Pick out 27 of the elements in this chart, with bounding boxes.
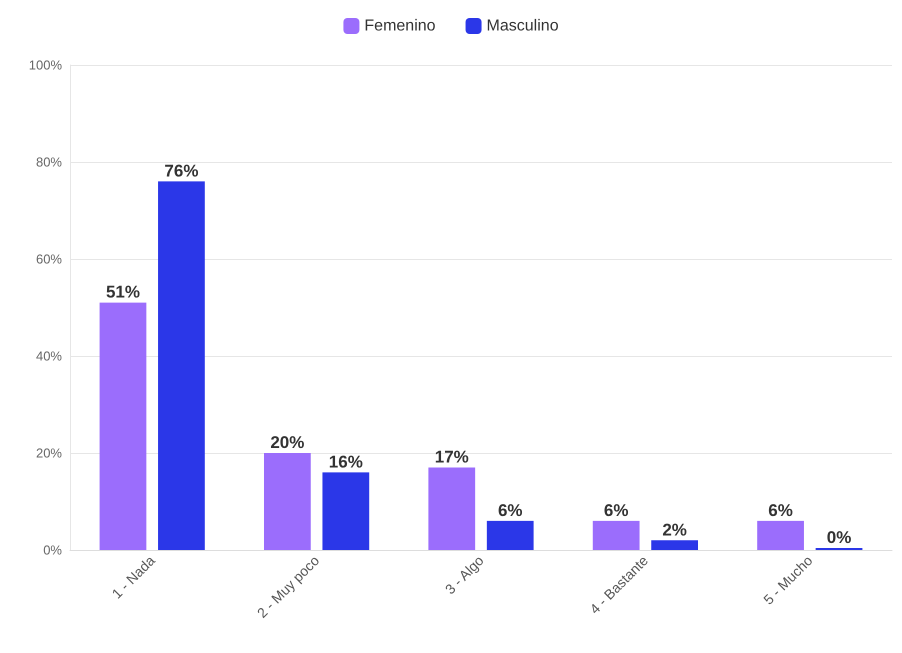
bar: [100, 302, 146, 550]
y-tick-label: 40%: [36, 348, 62, 364]
data-label: 20%: [270, 433, 304, 452]
y-tick-label: 80%: [36, 154, 62, 170]
y-tick-label: 100%: [28, 58, 62, 72]
bar: [592, 520, 640, 550]
data-label: 16%: [328, 452, 363, 472]
y-tick-label: 20%: [36, 446, 62, 460]
data-label: 2%: [662, 520, 687, 540]
bar: [486, 520, 534, 550]
data-label: 17%: [434, 448, 469, 467]
bar: [264, 453, 311, 550]
bar: [158, 181, 205, 550]
bar: [428, 468, 476, 550]
legend-label: Masculino: [486, 18, 559, 34]
data-label: 76%: [164, 161, 198, 180]
data-label: 6%: [498, 500, 523, 520]
y-tick-label: 60%: [36, 252, 62, 266]
legend-label: Femenino: [364, 18, 436, 34]
data-label: 6%: [604, 500, 628, 520]
data-label: 6%: [768, 500, 793, 520]
bar: [651, 540, 698, 550]
bar: [757, 520, 804, 550]
bar: [322, 472, 370, 550]
data-label: 0%: [826, 528, 852, 547]
data-label: 51%: [106, 282, 140, 302]
y-tick-label: 0%: [43, 542, 62, 558]
